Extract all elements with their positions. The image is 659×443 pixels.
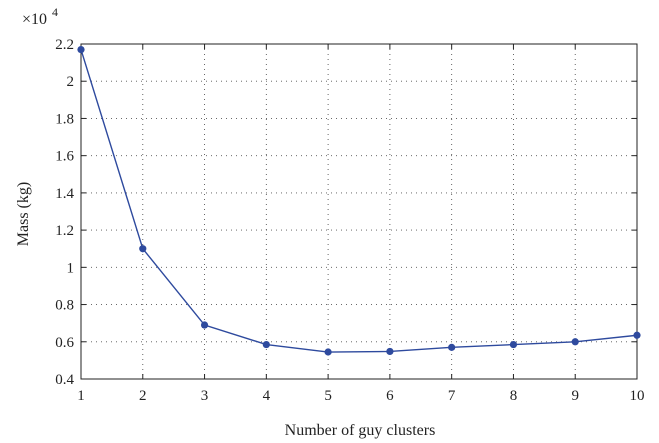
data-point [386, 347, 394, 356]
data-point [324, 348, 332, 356]
x-tick-label: 5 [324, 388, 332, 404]
y-tick-label: 1.8 [55, 111, 74, 127]
x-tick-label: 1 [77, 388, 85, 404]
x-tick-label: 8 [510, 388, 518, 404]
y-axis-label: Mass (kg) [15, 182, 32, 246]
x-axis-label: Number of guy clusters [285, 422, 436, 439]
data-point [262, 340, 270, 349]
series-group [77, 45, 641, 356]
grid [81, 44, 637, 379]
y-tick-label: 0.6 [55, 335, 74, 351]
y-tick-label: 0.4 [55, 372, 74, 388]
labels: ×10 4 Number of guy clusters Mass (kg) [15, 5, 435, 439]
y-tick-label: 1.2 [55, 223, 74, 239]
data-point [77, 45, 85, 54]
x-tick-label: 4 [263, 388, 271, 404]
y-tick-label: 1.4 [55, 186, 74, 202]
data-point [571, 338, 579, 346]
data-point [509, 340, 518, 349]
x-tick-label: 6 [386, 388, 394, 404]
data-point [448, 343, 456, 351]
series-line [80, 49, 638, 353]
x-tick-label: 7 [448, 388, 456, 404]
axes: 1 2 3 4 5 6 7 8 9 10 0.4 0.6 0.8 1 1.2 1.4 1.6 1.8 2 2.2 [55, 37, 644, 404]
data-point [633, 331, 641, 339]
y-tick-label: 1.6 [55, 149, 74, 165]
x-tick-label: 2 [139, 388, 147, 404]
y-multiplier-exponent: 4 [52, 5, 58, 19]
data-point [200, 321, 209, 329]
x-tick-label: 10 [630, 388, 645, 404]
x-tick-label: 9 [571, 388, 579, 404]
y-tick-label: 0.8 [55, 298, 74, 314]
x-tick-label: 3 [201, 388, 209, 404]
y-tick-label: 2.2 [55, 37, 74, 53]
y-tick-label: 2 [67, 74, 75, 90]
data-point [139, 245, 147, 253]
plot-frame [80, 43, 638, 380]
y-tick-label: 1 [67, 260, 75, 276]
y-multiplier-label: ×10 [22, 11, 47, 28]
